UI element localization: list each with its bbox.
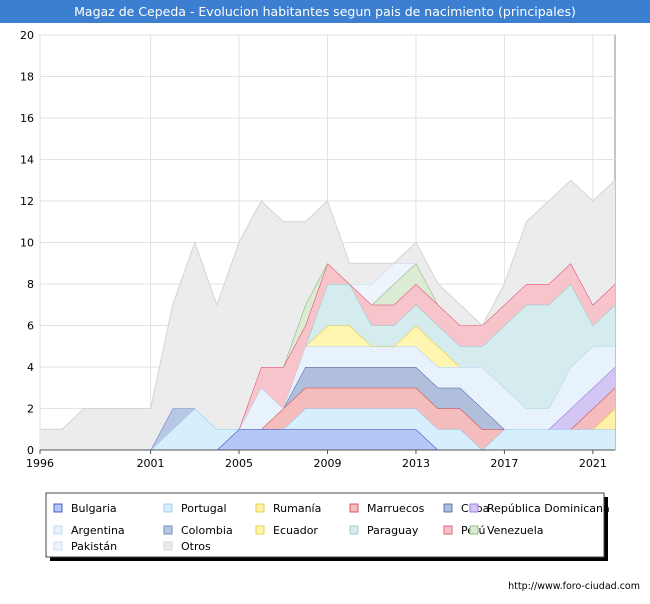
footer-url: http://www.foro-ciudad.com [508, 581, 640, 592]
y-tick-label: 18 [20, 71, 34, 84]
legend-item: Portugal [163, 502, 227, 515]
area-cuba [40, 367, 615, 450]
area-portugal [40, 408, 615, 450]
legend-label: Paraguay [367, 524, 419, 537]
y-tick-label: 12 [20, 195, 34, 208]
title-bar [0, 0, 650, 23]
legend-swatch [349, 503, 359, 513]
legend-swatch [255, 503, 265, 513]
legend-label: Venezuela [487, 524, 544, 537]
x-tick-label: 1996 [26, 457, 54, 470]
y-tick-label: 4 [27, 361, 34, 374]
legend-swatch [163, 525, 173, 535]
y-tick-label: 8 [27, 278, 34, 291]
area-marruecos [40, 387, 615, 450]
y-tick-label: 20 [20, 29, 34, 42]
legend-item: Venezuela [469, 524, 544, 537]
area-otros [40, 180, 615, 451]
legend-swatch [255, 525, 265, 535]
y-tick-label: 10 [20, 237, 34, 250]
x-tick-label: 2013 [402, 457, 430, 470]
area-peru [40, 263, 615, 450]
legend-label: Colombia [181, 524, 233, 537]
legend-label: Argentina [71, 524, 125, 537]
legend-label: República Dominicana [487, 502, 610, 515]
legend-label: Ecuador [273, 524, 318, 537]
area-peru-line [238, 262, 616, 430]
legend: BulgariaPortugalRumaníaMarruecosCubaRepú… [53, 502, 610, 553]
legend-swatch [53, 525, 63, 535]
legend-item: Argentina [53, 524, 125, 537]
legend-item: Paraguay [349, 524, 419, 537]
legend-swatch [163, 541, 173, 551]
chart-title: Magaz de Cepeda - Evolucion habitantes s… [74, 4, 576, 19]
legend-item: Bulgaria [53, 502, 117, 515]
legend-item: Ecuador [255, 524, 318, 537]
legend-swatch [53, 503, 63, 513]
legend-swatch [469, 525, 479, 535]
y-tick-label: 16 [20, 112, 34, 125]
legend-label: Otros [181, 540, 211, 553]
area-argentina [40, 346, 615, 450]
legend-swatch [469, 503, 479, 513]
legend-swatch [163, 503, 173, 513]
legend-label: Marruecos [367, 502, 425, 515]
area-paraguay [40, 284, 615, 450]
legend-item: República Dominicana [469, 502, 610, 515]
legend-label: Bulgaria [71, 502, 117, 515]
legend-swatch [443, 525, 453, 535]
x-axis: 1996 2001 2005 2009 2013 2017 2021 [26, 449, 615, 470]
legend-swatch [53, 541, 63, 551]
area-argentina-line [238, 345, 615, 430]
legend-label: Portugal [181, 502, 227, 515]
legend-item: Colombia [163, 524, 233, 537]
x-tick-label: 2005 [225, 457, 253, 470]
x-tick-label: 2009 [314, 457, 342, 470]
legend-item: Pakistán [53, 540, 117, 553]
area-bulgaria [40, 429, 615, 450]
legend-item: Otros [163, 540, 211, 553]
legend-item: Rumanía [255, 502, 321, 515]
x-tick-label: 2017 [490, 457, 518, 470]
legend-label: Pakistán [71, 540, 117, 553]
y-tick-label: 14 [20, 154, 34, 167]
area-otros-line [40, 179, 616, 430]
legend-label: Rumanía [273, 502, 321, 515]
legend-swatch [349, 525, 359, 535]
y-axis: 0 2 4 6 8 10 12 14 16 18 20 [20, 29, 34, 457]
y-tick-label: 0 [27, 444, 34, 457]
x-tick-label: 2021 [579, 457, 607, 470]
legend-swatch [443, 503, 453, 513]
y-tick-label: 6 [27, 320, 34, 333]
y-tick-label: 2 [27, 403, 34, 416]
x-tick-label: 2001 [137, 457, 165, 470]
area-layers [40, 179, 616, 451]
legend-box [45, 492, 605, 558]
legend-item: Marruecos [349, 502, 425, 515]
